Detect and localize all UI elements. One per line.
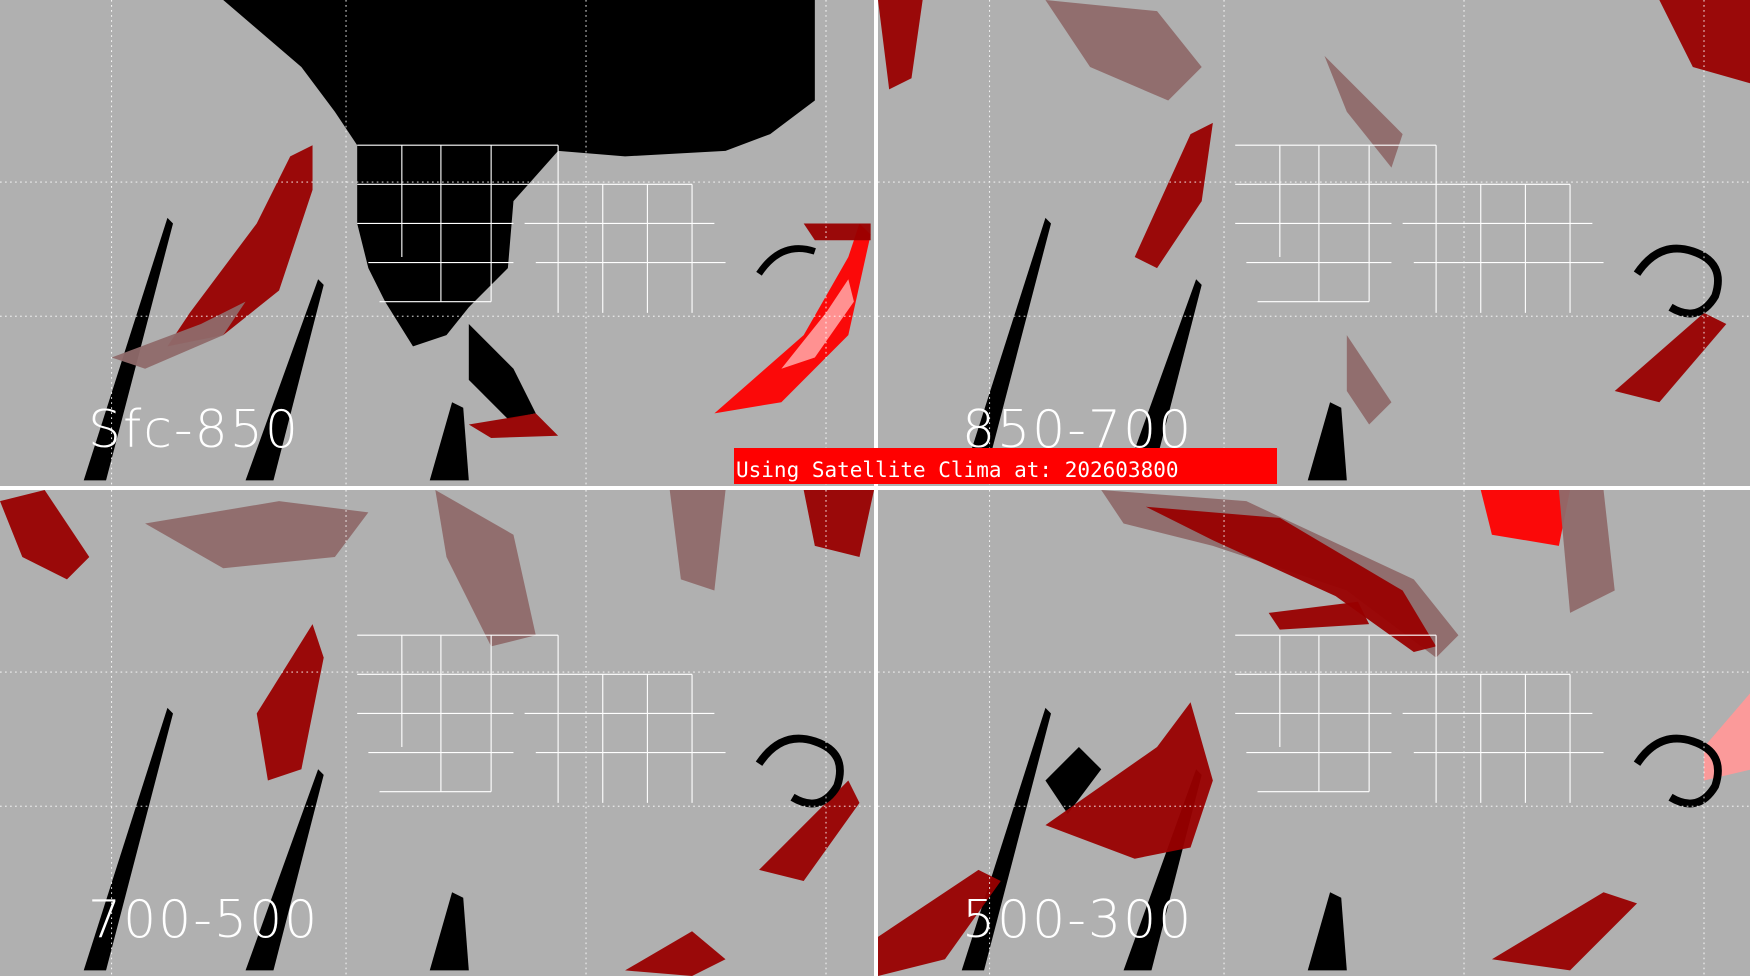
cloud-layer-region: [803, 223, 871, 241]
map-layer: [0, 490, 874, 976]
storm-swirl: [755, 734, 844, 808]
no-data-region: [1045, 746, 1102, 814]
cloud-layer-region: [1491, 892, 1638, 971]
map-layer: [878, 490, 1750, 976]
cloud-layer-region: [1558, 490, 1615, 613]
panel-label: 850-700: [962, 400, 1194, 460]
cloud-layer-region: [1101, 490, 1459, 658]
cloud-layer-region: [1268, 601, 1370, 630]
panel-label: 700-500: [88, 890, 320, 950]
storm-swirl: [1633, 734, 1722, 808]
cloud-layer-region: [1134, 122, 1213, 269]
cloud-layer-region: [0, 490, 90, 580]
status-banner: Using Satellite Clima at: 202603800: [734, 448, 1277, 484]
cloud-layer-region: [1045, 0, 1202, 101]
no-data-swath: [1123, 279, 1202, 481]
no-data-region: [468, 324, 536, 419]
panel-700-500: 700-500: [0, 490, 874, 976]
cloud-layer-region: [759, 780, 860, 882]
map-layer: [0, 0, 874, 486]
cloud-layer-region: [781, 279, 854, 369]
map-layer: [878, 0, 1750, 486]
no-data-swath: [961, 707, 1052, 971]
cloud-layer-region: [625, 931, 726, 976]
no-data-swath: [429, 402, 469, 481]
panel-850-700: 850-700: [878, 0, 1750, 486]
cloud-layer-region: [167, 145, 313, 347]
state-borders: [357, 634, 726, 803]
panel-sfc-850: Sfc-850: [0, 0, 874, 486]
panel-label: Sfc-850: [88, 400, 300, 460]
cloud-layer-region: [256, 624, 324, 781]
no-data-swath: [1307, 892, 1347, 971]
cloud-layer-region: [1324, 55, 1403, 168]
no-data-swath: [83, 707, 174, 971]
cloud-layer-region: [878, 869, 1001, 976]
no-data-swath: [245, 279, 324, 481]
cloud-layer-region: [468, 413, 559, 438]
no-data-swath: [429, 892, 469, 971]
cloud-layer-region: [111, 301, 246, 369]
state-borders: [1235, 144, 1604, 313]
state-borders: [1235, 634, 1604, 803]
state-borders: [357, 144, 726, 313]
cloud-layer-region: [1704, 693, 1750, 781]
cloud-layer-region: [1659, 0, 1750, 84]
cloud-layer-region: [669, 490, 726, 591]
storm-swirl: [756, 245, 816, 276]
no-data-swath: [245, 769, 324, 971]
cloud-layer-region: [1480, 490, 1571, 546]
no-data-swath: [961, 217, 1052, 481]
cloud-layer-region: [1346, 335, 1392, 425]
panel-label: 500-300: [962, 890, 1194, 950]
cloud-layer-region: [1614, 312, 1727, 403]
cloud-layer-region: [435, 490, 536, 647]
cloud-layer-region: [803, 490, 874, 558]
no-data-swath: [83, 217, 174, 481]
panel-500-300: 500-300: [878, 490, 1750, 976]
cloud-layer-region: [1045, 702, 1213, 859]
cloud-layer-region: [878, 0, 923, 90]
no-data-swath: [1307, 402, 1347, 481]
storm-swirl: [1633, 244, 1722, 318]
no-data-region: [223, 0, 815, 347]
cloud-layer-region: [145, 501, 369, 569]
